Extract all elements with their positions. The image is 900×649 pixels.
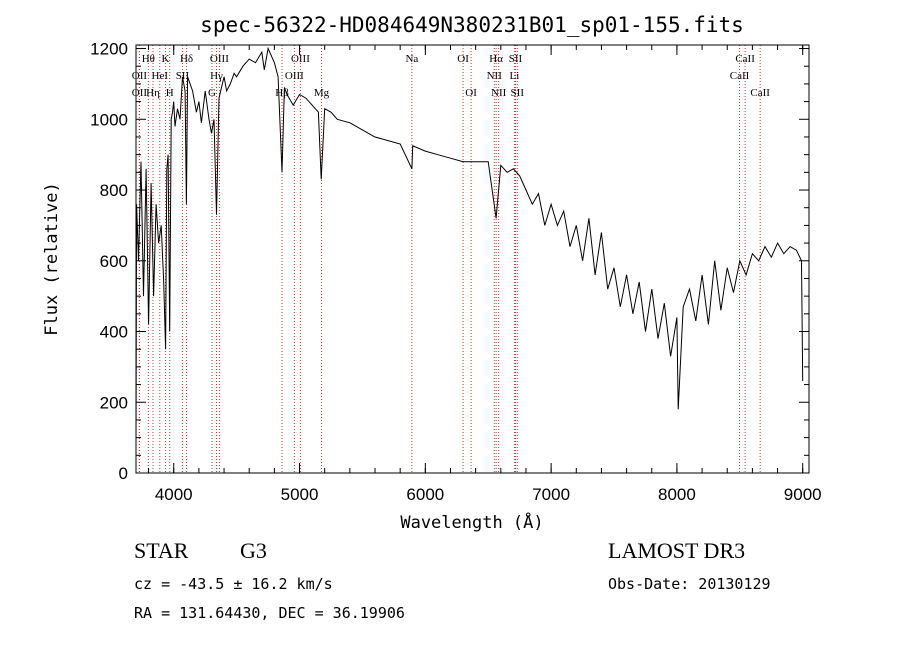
spectral-marker-label: Hη xyxy=(146,87,160,99)
y-tick-label: 600 xyxy=(100,252,128,271)
spectral-marker-label: CaII xyxy=(735,53,755,65)
spectral-marker-label: Hα xyxy=(489,53,503,65)
spectral-marker-label: Hθ xyxy=(142,53,155,65)
plot-frame xyxy=(135,44,810,474)
spectral-marker-label: Na xyxy=(405,53,418,65)
spectral-line-markers xyxy=(138,45,761,473)
spectral-marker-label: SII xyxy=(176,70,190,82)
spectral-line-labels: Hθ K Hδ OIII OIII Na OI Hα SII CaII OII HeI SII Hγ OII… xyxy=(132,53,771,99)
spectral-marker-label: OIII xyxy=(285,70,304,82)
spectral-marker-label: NII xyxy=(487,70,503,82)
x-tick-label: 5000 xyxy=(281,485,319,504)
survey-name: LAMOST DR3 xyxy=(608,538,746,563)
x-tick-label: 7000 xyxy=(532,485,570,504)
x-tick-label: 9000 xyxy=(784,485,822,504)
x-tick-label: 4000 xyxy=(155,485,193,504)
chart-title: spec-56322-HD084649N380231B01_sp01-155.f… xyxy=(200,13,744,37)
spectral-marker-label: NII xyxy=(491,87,507,99)
y-tick-label: 400 xyxy=(100,323,128,342)
spectral-marker-label: Hγ xyxy=(210,70,223,82)
spectral-marker-label: OI xyxy=(457,53,469,65)
y-axis-label: Flux (relative) xyxy=(42,182,62,336)
spectrum-line xyxy=(135,46,804,445)
spectral-marker-label: OI xyxy=(465,87,477,99)
spectral-marker-label: Hδ xyxy=(180,53,193,65)
spectral-marker-label: Hβ xyxy=(275,87,289,99)
spectral-marker-label: K xyxy=(161,53,169,65)
spectral-marker-label: SII xyxy=(509,53,523,65)
spectral-marker-label: G xyxy=(208,87,216,99)
spectral-marker-label: CaII xyxy=(750,87,770,99)
y-tick-label: 1000 xyxy=(90,110,128,129)
spectral-marker-label: SII xyxy=(511,87,525,99)
spectral-marker-label: CaII xyxy=(730,70,750,82)
y-tick-label: 800 xyxy=(100,181,128,200)
y-tick-label: 200 xyxy=(100,393,128,412)
spectral-marker-label: HeI xyxy=(152,70,169,82)
spectral-marker-label: OII xyxy=(132,87,148,99)
y-tick-label: 1200 xyxy=(90,40,128,59)
y-axis-ticks: 0 200 400 600 800 1000 1200 xyxy=(90,40,809,483)
x-tick-label: 6000 xyxy=(406,485,444,504)
y-tick-label: 0 xyxy=(119,464,128,483)
object-class: STAR xyxy=(134,538,189,563)
spectral-marker-label: H xyxy=(166,87,174,99)
spectral-marker-label: OIII xyxy=(291,53,310,65)
spectral-marker-label: OII xyxy=(132,70,148,82)
spectral-marker-label: Mg xyxy=(314,87,330,99)
x-tick-label: 8000 xyxy=(658,485,696,504)
coordinates: RA = 131.64430, DEC = 36.19906 xyxy=(134,604,405,622)
obs-date: Obs-Date: 20130129 xyxy=(608,575,771,593)
object-subclass: G3 xyxy=(240,538,267,563)
redshift-value: cz = -43.5 ± 16.2 km/s xyxy=(134,575,333,593)
spectral-marker-label: OIII xyxy=(210,53,229,65)
spectral-marker-label: Li xyxy=(509,70,519,82)
x-axis-label: Wavelength (Å) xyxy=(400,511,543,533)
x-axis-ticks: 4000 5000 6000 7000 8000 9000 xyxy=(148,45,822,504)
